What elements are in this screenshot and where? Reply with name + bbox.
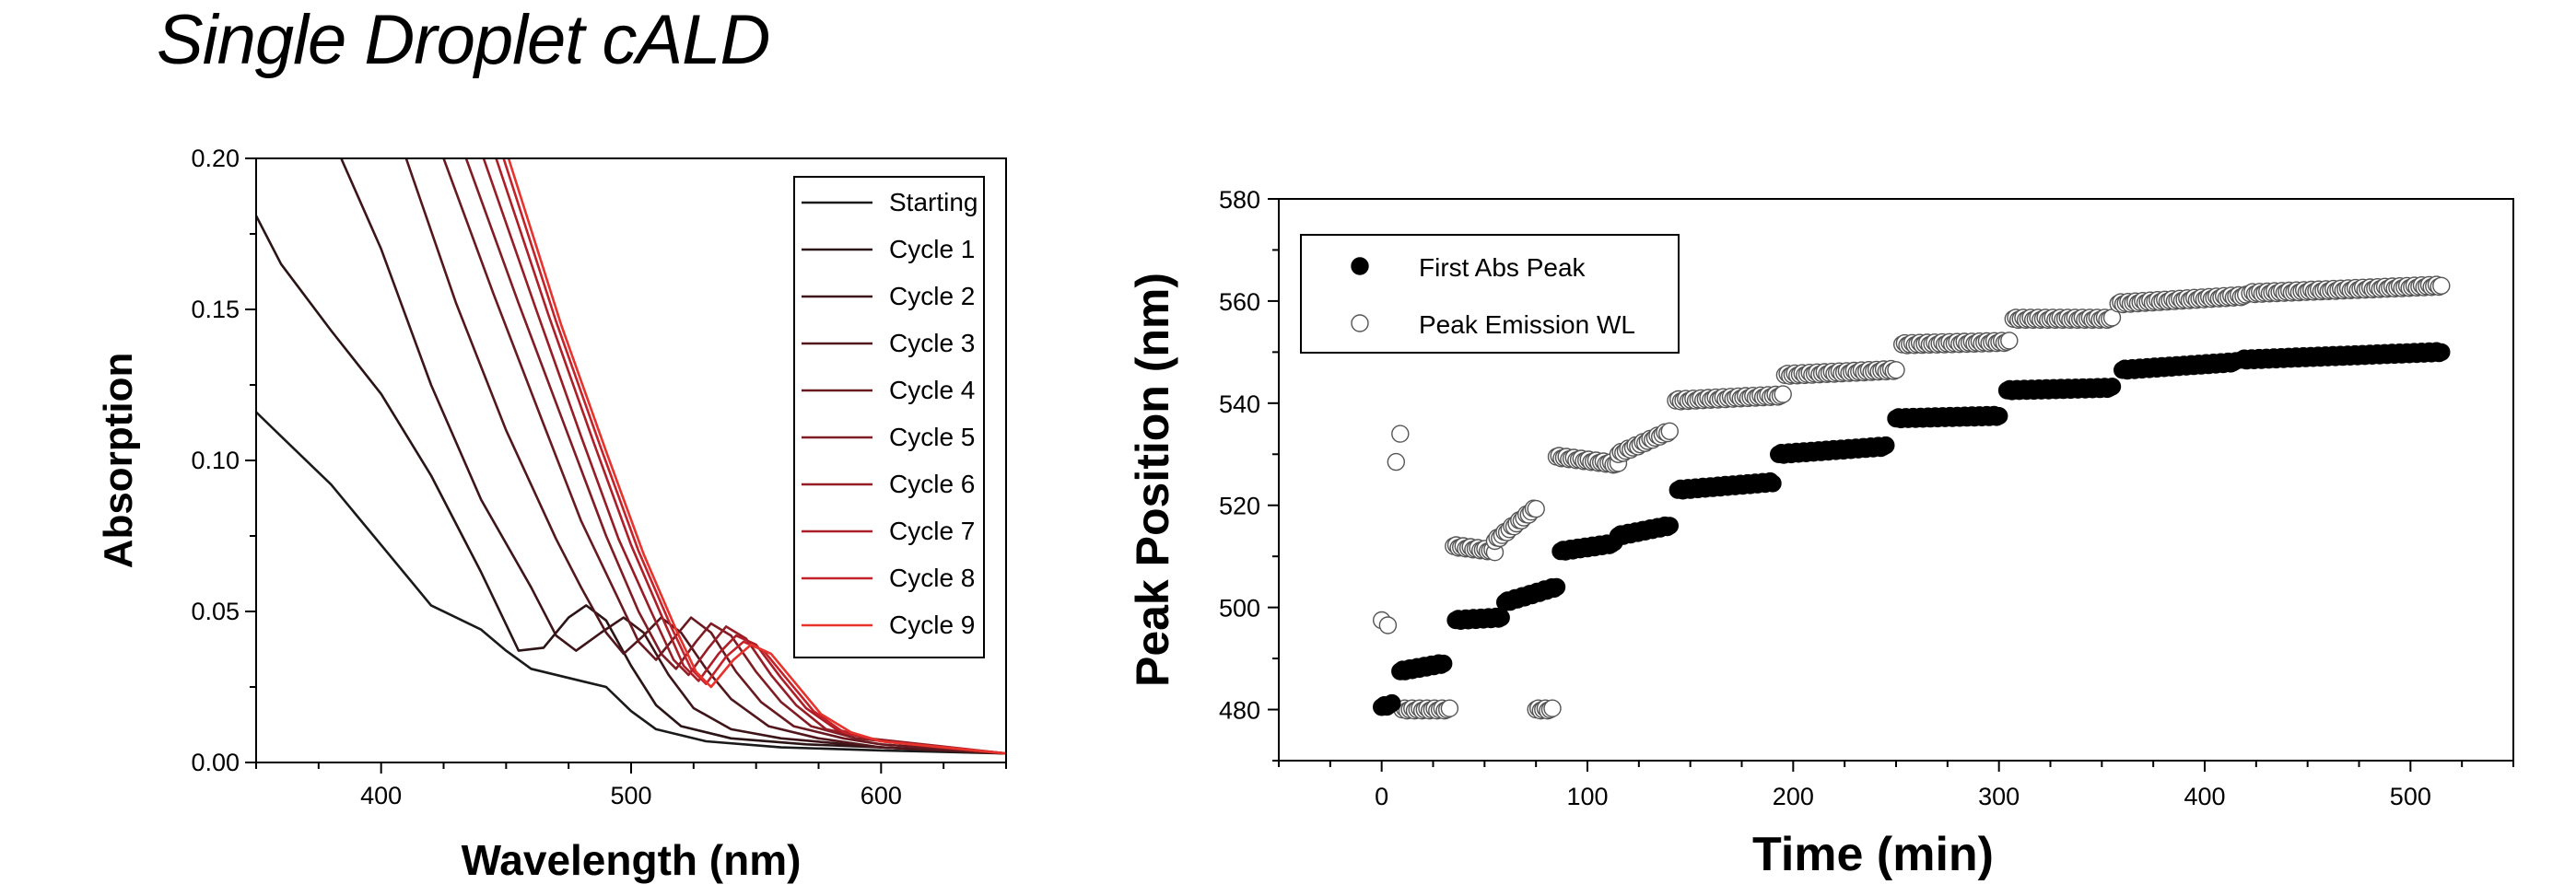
legend-label: Cycle 4 <box>889 376 975 404</box>
legend-label: Starting <box>889 188 978 216</box>
legend-label: Cycle 1 <box>889 235 975 263</box>
series-line-cycle-2 <box>340 158 1006 755</box>
data-point-peak-emission <box>1527 499 1545 518</box>
data-point-first-abs-peak <box>1492 609 1510 627</box>
data-point-peak-emission <box>1440 699 1459 717</box>
x-tick-label: 400 <box>360 782 402 809</box>
series-line-cycle-8 <box>502 158 1006 755</box>
data-point-first-abs-peak <box>1763 474 1782 493</box>
series-line-cycle-3 <box>404 158 1006 755</box>
data-point-first-abs-peak <box>1547 577 1566 597</box>
y-tick-label: 500 <box>1219 595 1260 623</box>
series-line-cycle-6 <box>482 158 1006 755</box>
series-line-cycle-7 <box>495 158 1006 755</box>
legend-label: Cycle 7 <box>889 517 975 545</box>
data-point-first-abs-peak <box>2102 378 2122 396</box>
data-point-first-abs-peak <box>1877 436 1895 455</box>
legend-marker <box>1351 257 1369 275</box>
data-point-peak-emission <box>1378 616 1398 634</box>
data-point-peak-emission <box>1391 425 1410 443</box>
data-point-first-abs-peak <box>1434 654 1453 673</box>
absorption-chart: 400 500 600 0.00 0.05 0.10 0.15 0.20 Wavelength … <box>96 145 1007 884</box>
legend-label: Cycle 2 <box>889 282 975 310</box>
series-line-cycle-4 <box>442 158 1006 755</box>
spectra-group <box>256 158 1006 755</box>
legend-label: Peak Emission WL <box>1419 310 1635 339</box>
x-tick-label: 400 <box>2184 783 2225 810</box>
legend-label: Cycle 6 <box>889 470 975 498</box>
y-tick-label: 560 <box>1219 288 1260 316</box>
x-tick-label: 500 <box>2390 783 2431 810</box>
x-axis-title: Wavelength (nm) <box>462 836 802 884</box>
series-line-starting <box>256 411 1006 755</box>
series-line-cycle-1 <box>256 215 1006 755</box>
y-tick-label: 0.05 <box>191 598 240 625</box>
x-tick-label: 500 <box>610 782 651 809</box>
data-point-first-abs-peak <box>2432 343 2451 362</box>
y-tick-label: 540 <box>1219 390 1260 418</box>
x-tick-label: 0 <box>1375 783 1388 810</box>
data-point-first-abs-peak <box>1989 407 2008 425</box>
data-point-peak-emission <box>1774 385 1792 403</box>
scatter-group <box>1372 275 2451 720</box>
y-axis-title: Peak Position (nm) <box>1127 273 1178 687</box>
data-point-peak-emission <box>1543 699 1562 717</box>
y-tick-label: 520 <box>1219 493 1260 520</box>
y-tick-label: 0.00 <box>191 749 240 776</box>
y-tick-label: 480 <box>1219 697 1260 725</box>
legend-box <box>1300 234 1680 354</box>
data-point-first-abs-peak <box>1383 693 1401 713</box>
legend-label: First Abs Peak <box>1419 253 1587 282</box>
y-tick-label: 580 <box>1219 186 1260 214</box>
series-line-cycle-9 <box>507 158 1006 755</box>
y-axis-title: Absorption <box>96 353 141 569</box>
y-tick-label: 0.15 <box>191 296 240 323</box>
x-tick-label: 300 <box>1978 783 2020 810</box>
y-tick-label: 0.20 <box>191 145 240 172</box>
page-title: Single Droplet cALD <box>157 1 770 79</box>
series-line-cycle-5 <box>464 158 1006 755</box>
y-tick-label: 0.10 <box>191 447 240 474</box>
legend-marker <box>1351 314 1369 332</box>
data-point-peak-emission <box>2432 276 2451 295</box>
legend-label: Cycle 9 <box>889 611 975 639</box>
data-point-peak-emission <box>1887 361 1905 379</box>
data-point-peak-emission <box>2000 332 2019 350</box>
legend-label: Cycle 5 <box>889 423 975 451</box>
legend-label: Cycle 3 <box>889 329 975 357</box>
x-tick-label: 100 <box>1566 783 1608 810</box>
data-point-peak-emission <box>1660 422 1680 440</box>
x-tick-label: 200 <box>1773 783 1814 810</box>
data-point-peak-emission <box>1387 452 1406 471</box>
data-point-first-abs-peak <box>1660 517 1680 535</box>
x-tick-label: 600 <box>861 782 902 809</box>
legend-label: Cycle 8 <box>889 564 975 592</box>
x-axis-title: Time (min) <box>1752 828 1994 881</box>
